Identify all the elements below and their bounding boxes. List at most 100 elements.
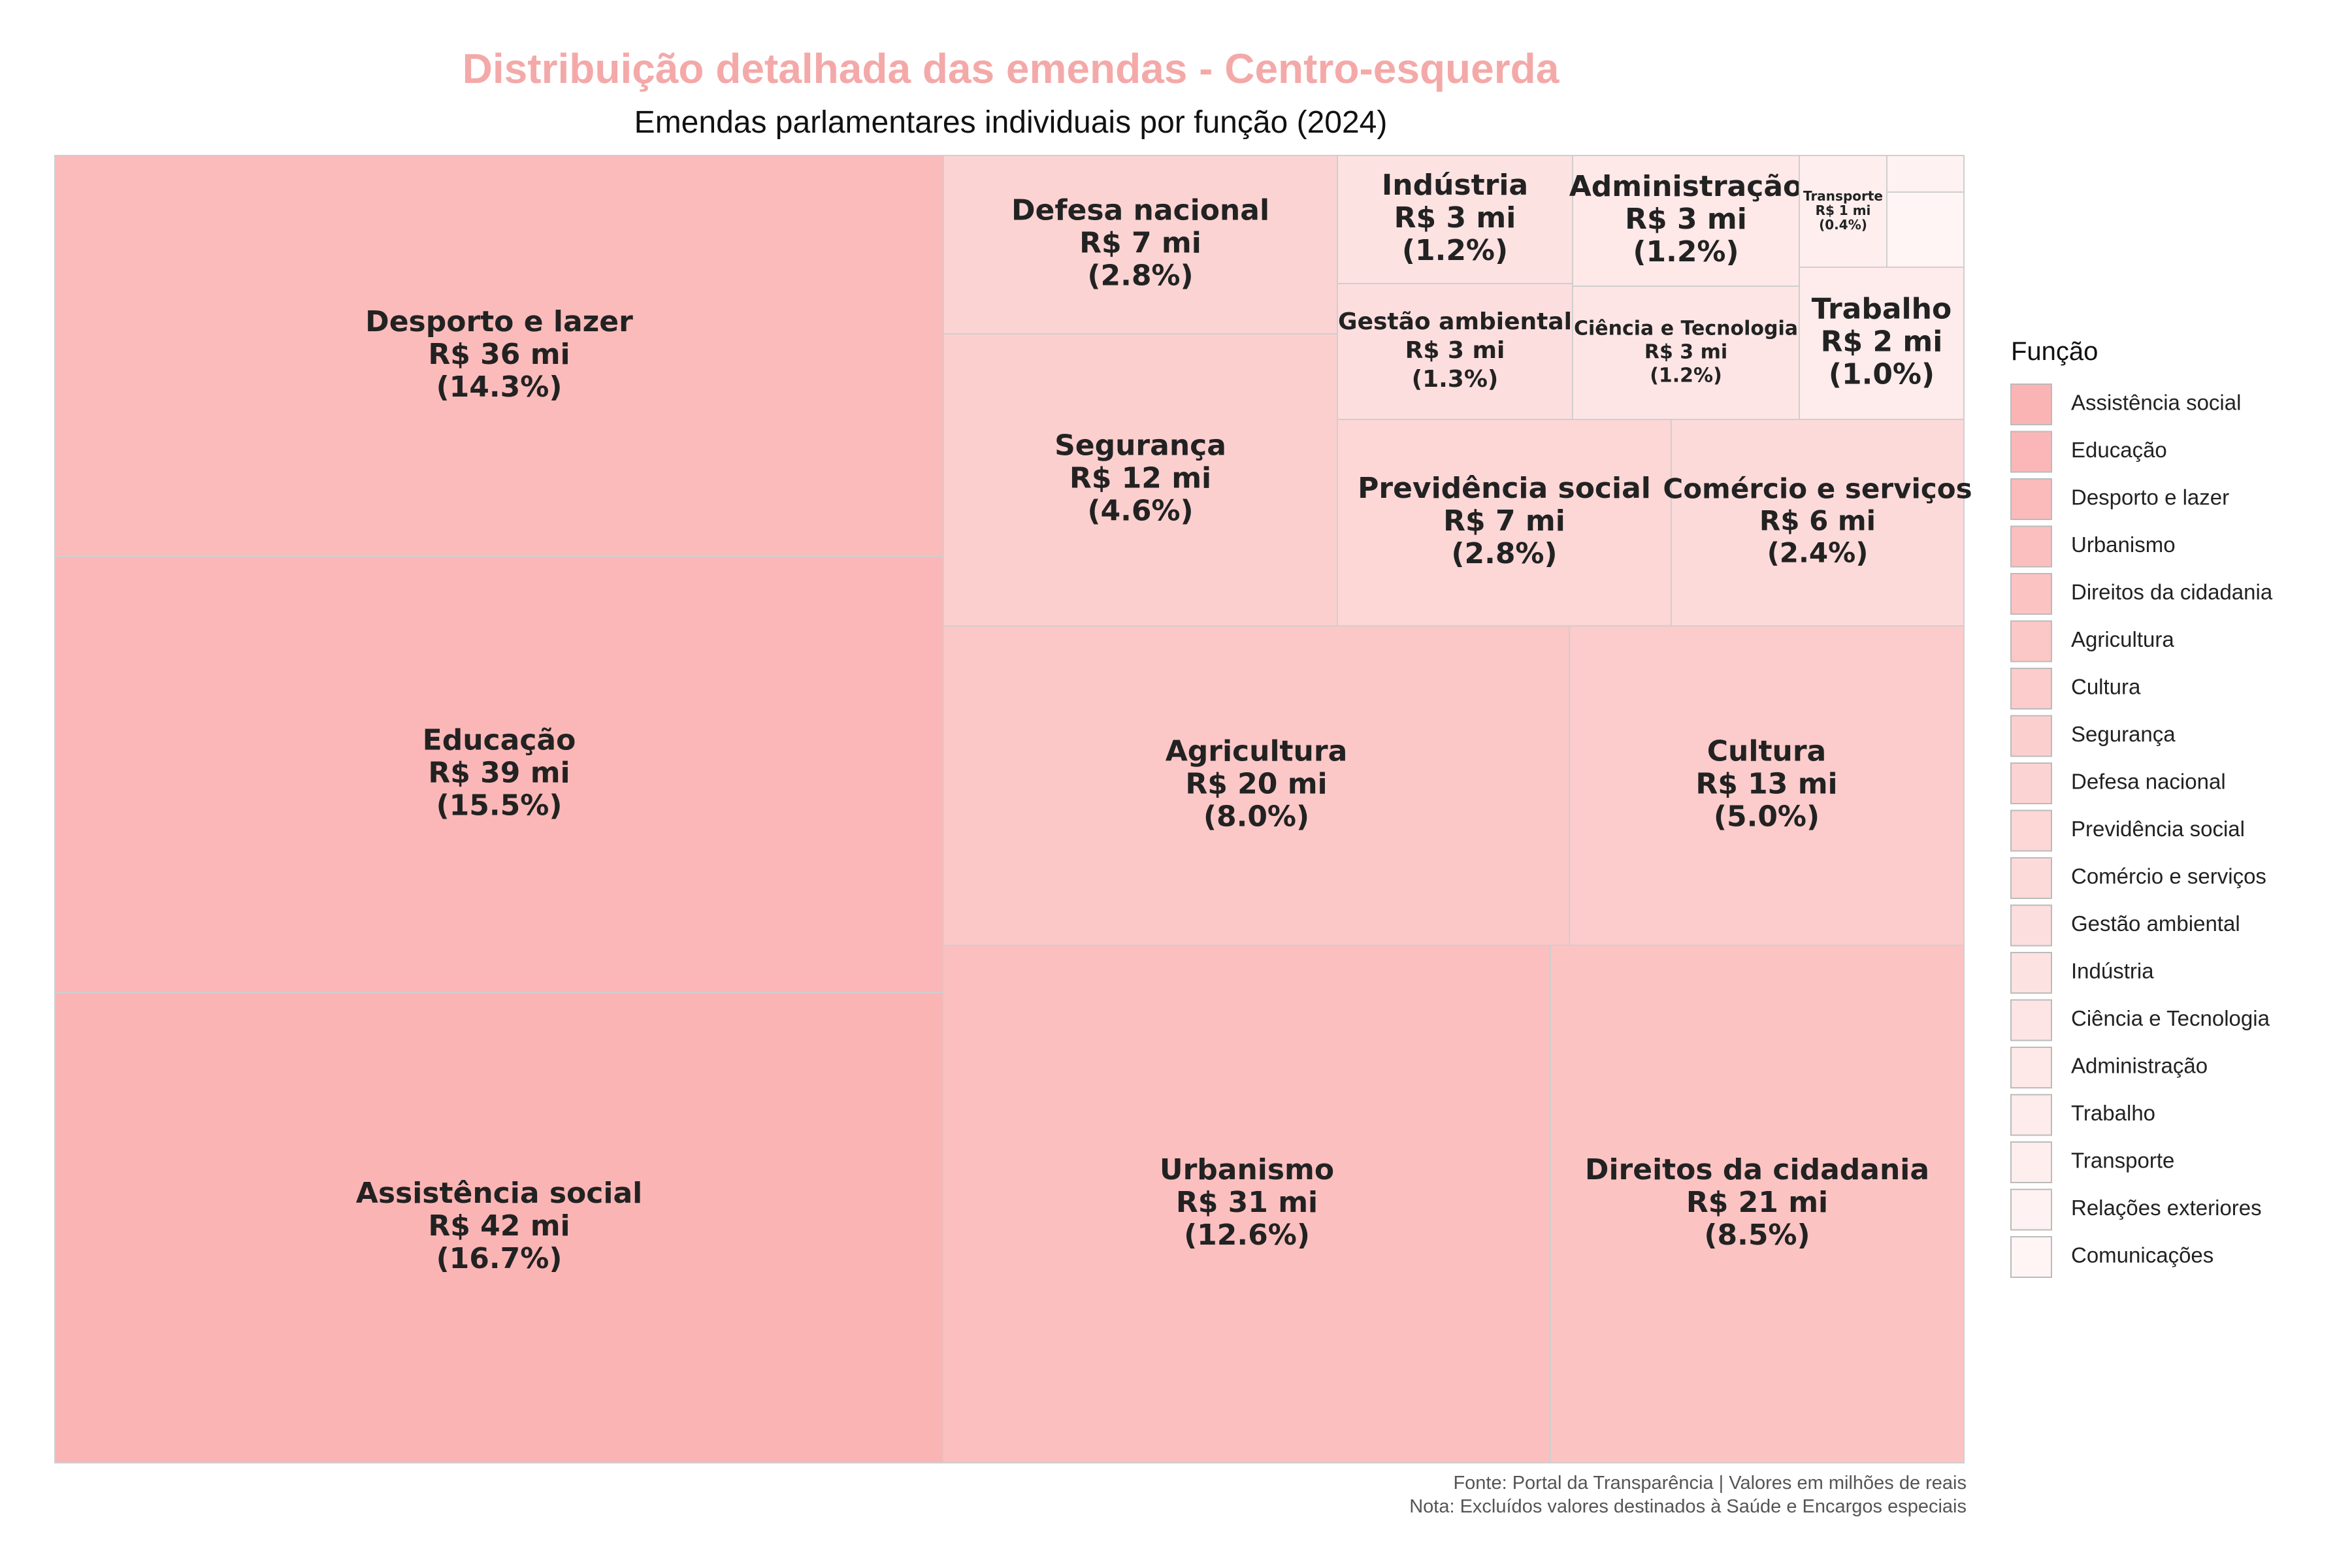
tile-value-label-gestao-ambiental: R$ 3 mi	[1405, 337, 1505, 364]
tile-value-label-comercio-e-servicos: R$ 6 mi	[1759, 505, 1876, 537]
legend-key-cultura	[2010, 668, 2052, 710]
legend-key-seguranca	[2010, 715, 2052, 757]
tile-name-label-comercio-e-servicos: Comércio e serviços	[1663, 473, 1972, 505]
treemap-tile-cultura	[1569, 625, 1965, 946]
treemap-tile-gestao-ambiental	[1337, 283, 1573, 420]
tile-name-label-administracao: Administração	[1569, 170, 1803, 203]
tile-name-label-transporte: Transporte	[1803, 188, 1883, 204]
legend-key-gestao-ambiental	[2010, 904, 2052, 947]
legend-key-comunicacoes	[2010, 1236, 2052, 1278]
legend-label-desporto-e-lazer: Desporto e lazer	[2071, 485, 2229, 510]
tile-name-label-agricultura: Agricultura	[1166, 735, 1348, 768]
tile-value-label-desporto-e-lazer: R$ 36 mi	[428, 338, 570, 371]
legend-label-urbanismo: Urbanismo	[2071, 532, 2176, 557]
treemap-tile-defesa-nacional	[943, 155, 1338, 335]
tile-pct-label-direitos-da-cidadania: (8.5%)	[1704, 1218, 1810, 1252]
legend-key-previdencia-social	[2010, 809, 2052, 852]
legend-key-industria	[2010, 952, 2052, 994]
legend-label-ciencia-e-tecnologia: Ciência e Tecnologia	[2071, 1006, 2270, 1030]
legend-key-desporto-e-lazer	[2010, 478, 2052, 520]
caption-note: Nota: Excluídos valores destinados à Saú…	[1409, 1496, 1967, 1517]
tile-pct-label-ciencia-e-tecnologia: (1.2%)	[1650, 365, 1722, 387]
tile-name-label-gestao-ambiental: Gestão ambiental	[1338, 308, 1572, 335]
treemap-tile-trabalho	[1799, 267, 1965, 420]
tile-name-label-seguranca: Segurança	[1054, 429, 1226, 463]
legend-title: Função	[2011, 337, 2099, 366]
tile-name-label-industria: Indústria	[1382, 169, 1528, 202]
tile-pct-label-comercio-e-servicos: (2.4%)	[1767, 537, 1869, 569]
treemap-tile-agricultura	[943, 625, 1570, 946]
tile-name-label-cultura: Cultura	[1707, 735, 1826, 768]
legend-key-direitos-da-cidadania	[2010, 573, 2052, 615]
legend-key-educacao	[2010, 431, 2052, 473]
tile-pct-label-agricultura: (8.0%)	[1203, 800, 1309, 834]
legend-key-ciencia-e-tecnologia	[2010, 999, 2052, 1041]
tile-value-label-seguranca: R$ 12 mi	[1070, 462, 1211, 495]
tile-pct-label-educacao: (15.5%)	[436, 789, 563, 823]
tile-value-label-cultura: R$ 13 mi	[1695, 768, 1837, 801]
treemap-tile-direitos-da-cidadania	[1550, 945, 1965, 1463]
legend-label-administracao: Administração	[2071, 1054, 2208, 1078]
tile-value-label-direitos-da-cidadania: R$ 21 mi	[1686, 1186, 1828, 1219]
tile-value-label-agricultura: R$ 20 mi	[1185, 768, 1327, 801]
legend-key-comercio-e-servicos	[2010, 857, 2052, 899]
tile-name-label-previdencia-social: Previdência social	[1358, 472, 1651, 505]
treemap-tile-industria	[1337, 155, 1573, 284]
treemap-tile-seguranca	[943, 333, 1338, 627]
legend-key-transporte	[2010, 1141, 2052, 1183]
tile-name-label-desporto-e-lazer: Desporto e lazer	[365, 305, 633, 338]
legend-label-defesa-nacional: Defesa nacional	[2071, 770, 2226, 794]
tile-pct-label-transporte: (0.4%)	[1819, 217, 1867, 233]
tile-name-label-educacao: Educação	[423, 724, 576, 757]
tile-pct-label-defesa-nacional: (2.8%)	[1087, 259, 1193, 293]
legend-key-relacoes-exteriores	[2010, 1188, 2052, 1231]
treemap-tile-educacao	[54, 556, 944, 993]
tile-pct-label-industria: (1.2%)	[1402, 234, 1508, 267]
tile-pct-label-gestao-ambiental: (1.3%)	[1412, 366, 1499, 393]
caption-source: Fonte: Portal da Transparência | Valores…	[1453, 1473, 1967, 1494]
tile-value-label-defesa-nacional: R$ 7 mi	[1079, 227, 1201, 260]
treemap-tile-desporto-e-lazer	[54, 155, 944, 557]
tile-value-label-transporte: R$ 1 mi	[1816, 203, 1871, 218]
treemap-tile-transporte	[1799, 155, 1887, 268]
chart-subtitle: Emendas parlamentares individuais por fu…	[634, 105, 1388, 140]
tile-pct-label-trabalho: (1.0%)	[1829, 358, 1935, 391]
tile-pct-label-desporto-e-lazer: (14.3%)	[436, 370, 563, 404]
tile-value-label-educacao: R$ 39 mi	[428, 757, 570, 790]
legend-label-seguranca: Segurança	[2071, 722, 2176, 746]
legend-label-agricultura: Agricultura	[2071, 627, 2174, 651]
tile-name-label-trabalho: Trabalho	[1812, 293, 1952, 326]
tile-value-label-previdencia-social: R$ 7 mi	[1443, 504, 1565, 538]
legend-label-assistencia-social: Assistência social	[2071, 391, 2241, 415]
tile-value-label-urbanismo: R$ 31 mi	[1176, 1186, 1318, 1219]
legend-label-relacoes-exteriores: Relações exteriores	[2071, 1196, 2262, 1220]
legend-key-urbanismo	[2010, 525, 2052, 568]
legend-key-administracao	[2010, 1047, 2052, 1088]
treemap-tile-comunicacoes	[1886, 191, 1965, 268]
tile-name-label-assistencia-social: Assistência social	[356, 1177, 642, 1210]
chart-title: Distribuição detalhada das emendas - Cen…	[462, 45, 1560, 92]
tile-name-label-urbanismo: Urbanismo	[1160, 1153, 1334, 1186]
legend-label-trabalho: Trabalho	[2071, 1101, 2155, 1125]
legend-key-agricultura	[2010, 620, 2052, 662]
legend-label-cultura: Cultura	[2071, 675, 2141, 699]
tile-value-label-administracao: R$ 3 mi	[1625, 203, 1747, 236]
tile-name-label-direitos-da-cidadania: Direitos da cidadania	[1585, 1153, 1929, 1186]
tile-pct-label-seguranca: (4.6%)	[1087, 495, 1193, 528]
legend-label-gestao-ambiental: Gestão ambiental	[2071, 911, 2240, 936]
tile-name-label-ciencia-e-tecnologia: Ciência e Tecnologia	[1574, 318, 1798, 340]
tile-value-label-industria: R$ 3 mi	[1394, 201, 1516, 235]
legend-key-defesa-nacional	[2010, 762, 2052, 804]
tile-value-label-trabalho: R$ 2 mi	[1821, 325, 1943, 359]
legend-key-trabalho	[2010, 1094, 2052, 1136]
treemap-tile-comercio-e-servicos	[1671, 419, 1965, 627]
tile-value-label-assistencia-social: R$ 42 mi	[428, 1209, 570, 1243]
tile-pct-label-administracao: (1.2%)	[1633, 235, 1739, 269]
legend-label-educacao: Educação	[2071, 438, 2167, 462]
treemap-tile-ciencia-e-tecnologia	[1572, 286, 1800, 420]
tile-pct-label-urbanismo: (12.6%)	[1184, 1218, 1310, 1252]
legend-label-comercio-e-servicos: Comércio e serviços	[2071, 864, 2266, 889]
treemap-tile-assistencia-social	[54, 992, 944, 1463]
